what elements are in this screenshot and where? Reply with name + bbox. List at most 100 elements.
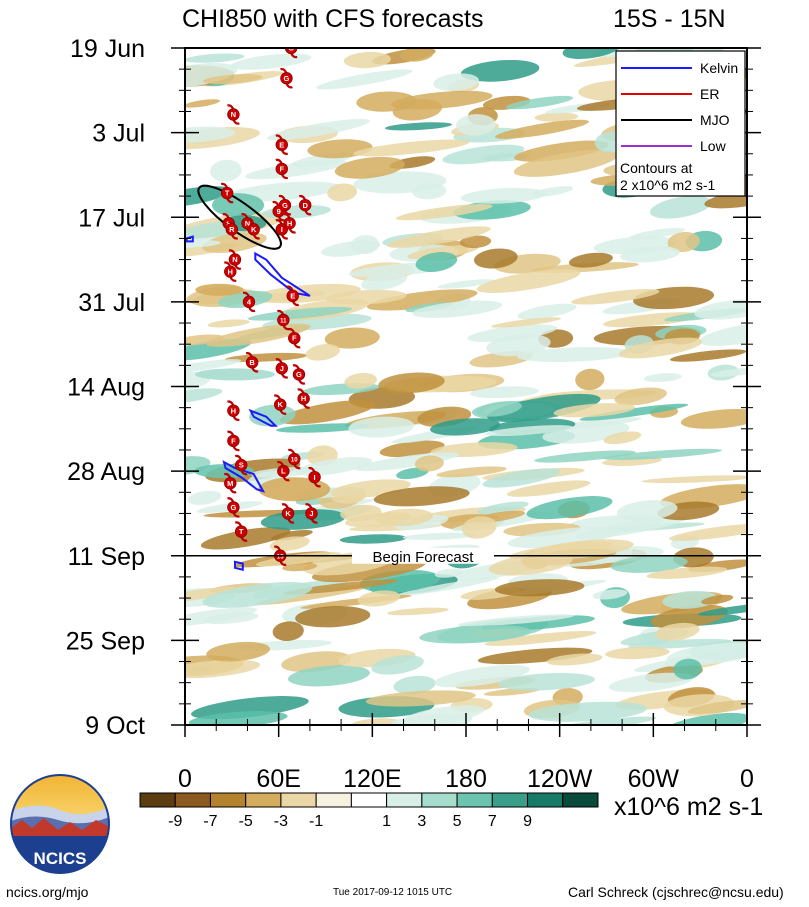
storm-label: I bbox=[281, 225, 283, 234]
anomaly-patch bbox=[419, 625, 531, 644]
colorbar-swatch bbox=[209, 792, 247, 808]
storm-label: S bbox=[239, 461, 244, 470]
storm-label: L bbox=[281, 467, 286, 476]
storm-label: B bbox=[249, 358, 255, 367]
colorbar-swatch bbox=[456, 792, 493, 808]
anomaly-patch bbox=[505, 95, 574, 110]
storm-marker: T bbox=[220, 182, 234, 204]
anomaly-patch bbox=[517, 303, 577, 320]
anomaly-patch bbox=[266, 118, 370, 141]
anomaly-patch bbox=[224, 352, 308, 363]
anomaly-patch bbox=[206, 641, 270, 662]
anomaly-patch bbox=[434, 665, 530, 688]
anomaly-patch bbox=[185, 53, 245, 63]
storm-label: N bbox=[232, 255, 237, 264]
anomaly-patch bbox=[185, 587, 238, 605]
storm-marker: K bbox=[273, 394, 287, 415]
anomaly-patch bbox=[649, 195, 712, 219]
anomaly-patch bbox=[376, 508, 433, 527]
x-tick-label: 60E bbox=[256, 765, 300, 793]
storm-marker: K bbox=[247, 219, 260, 240]
colorbar-label: -7 bbox=[203, 813, 217, 830]
legend-note-1: Contours at bbox=[620, 160, 692, 176]
anomaly-patch bbox=[188, 711, 288, 725]
anomaly-patch bbox=[210, 159, 242, 182]
colorbar-swatch bbox=[562, 792, 599, 808]
storm-label: J bbox=[280, 364, 284, 373]
colorbar-swatch bbox=[174, 792, 211, 808]
anomaly-patch bbox=[185, 359, 242, 374]
storm-label: I bbox=[314, 473, 316, 482]
anomaly-patch bbox=[396, 577, 499, 597]
anomaly-field bbox=[185, 48, 747, 725]
colorbar-swatch bbox=[245, 792, 282, 808]
anomaly-patch bbox=[436, 466, 507, 478]
anomaly-patch bbox=[608, 672, 694, 693]
y-tick-label: 28 Aug bbox=[67, 458, 145, 486]
anomaly-patch bbox=[348, 416, 415, 438]
anomaly-feature bbox=[195, 283, 244, 296]
anomaly-patch bbox=[694, 299, 747, 320]
ncics-logo: NCICS bbox=[10, 774, 110, 874]
anomaly-patch bbox=[185, 388, 223, 405]
storm-label: J bbox=[309, 509, 313, 518]
anomaly-patch bbox=[387, 226, 491, 248]
anomaly-patch bbox=[191, 696, 309, 720]
storm-marker: M bbox=[224, 472, 237, 494]
anomaly-patch bbox=[665, 712, 747, 725]
anomaly-patch bbox=[610, 555, 688, 573]
anomaly-patch bbox=[202, 232, 267, 253]
anomaly-patch bbox=[687, 700, 747, 715]
anomaly-patch bbox=[710, 368, 747, 377]
anomaly-patch bbox=[185, 186, 232, 208]
storm-label: N bbox=[231, 110, 236, 119]
storm-label: H bbox=[287, 219, 292, 228]
storm-marker: E bbox=[275, 134, 289, 155]
anomaly-patch bbox=[473, 248, 518, 269]
storm-label: K bbox=[285, 509, 291, 518]
anomaly-patch bbox=[414, 455, 444, 472]
anomaly-patch bbox=[646, 566, 728, 579]
anomaly-patch bbox=[528, 701, 647, 722]
anomaly-patch bbox=[680, 408, 747, 429]
footer-left[interactable]: ncics.org/mjo bbox=[6, 884, 89, 900]
colorbar-label: -5 bbox=[239, 813, 253, 830]
colorbar-swatch bbox=[491, 792, 529, 808]
storm-marker: G bbox=[292, 364, 306, 385]
storm-marker: R bbox=[225, 219, 239, 240]
anomaly-patch bbox=[187, 490, 222, 505]
footer-center: Tue 2017-09-12 1015 UTC bbox=[333, 887, 453, 898]
anomaly-feature bbox=[212, 193, 265, 218]
storm-marker: B bbox=[245, 352, 259, 373]
storm-marker: F bbox=[227, 430, 240, 452]
storm-label: R bbox=[229, 225, 235, 234]
storm-marker: L bbox=[277, 460, 290, 482]
storm-label: K bbox=[278, 400, 284, 409]
anomaly-patch bbox=[393, 675, 436, 695]
storm-marker: F bbox=[275, 158, 289, 180]
storm-marker: J bbox=[275, 358, 289, 379]
storm-label: H bbox=[301, 394, 306, 403]
anomaly-patch bbox=[620, 246, 680, 263]
anomaly-feature bbox=[258, 477, 331, 502]
storm-label: T bbox=[239, 527, 244, 536]
storm-label: S bbox=[226, 219, 231, 228]
anomaly-patch bbox=[701, 594, 734, 605]
storm-label: E bbox=[290, 291, 295, 300]
anomaly-patch bbox=[378, 372, 445, 394]
anomaly-patch bbox=[185, 334, 225, 346]
colorbar-swatch bbox=[421, 792, 458, 808]
colorbar-units: x10^6 m2 s-1 bbox=[614, 793, 763, 821]
anomaly-patch bbox=[353, 139, 470, 157]
storm-marker: F bbox=[288, 327, 301, 349]
anomaly-patch bbox=[344, 372, 377, 389]
anomaly-patch bbox=[643, 373, 682, 382]
anomaly-patch bbox=[295, 605, 371, 628]
storm-marker: H bbox=[283, 213, 296, 234]
storm-label: 10 bbox=[291, 458, 298, 464]
anomaly-patch bbox=[390, 714, 448, 725]
storm-label: G bbox=[288, 44, 294, 53]
chart-region: 15S - 15N bbox=[613, 5, 726, 33]
anomaly-patch bbox=[641, 475, 747, 484]
anomaly-patch bbox=[470, 386, 539, 399]
